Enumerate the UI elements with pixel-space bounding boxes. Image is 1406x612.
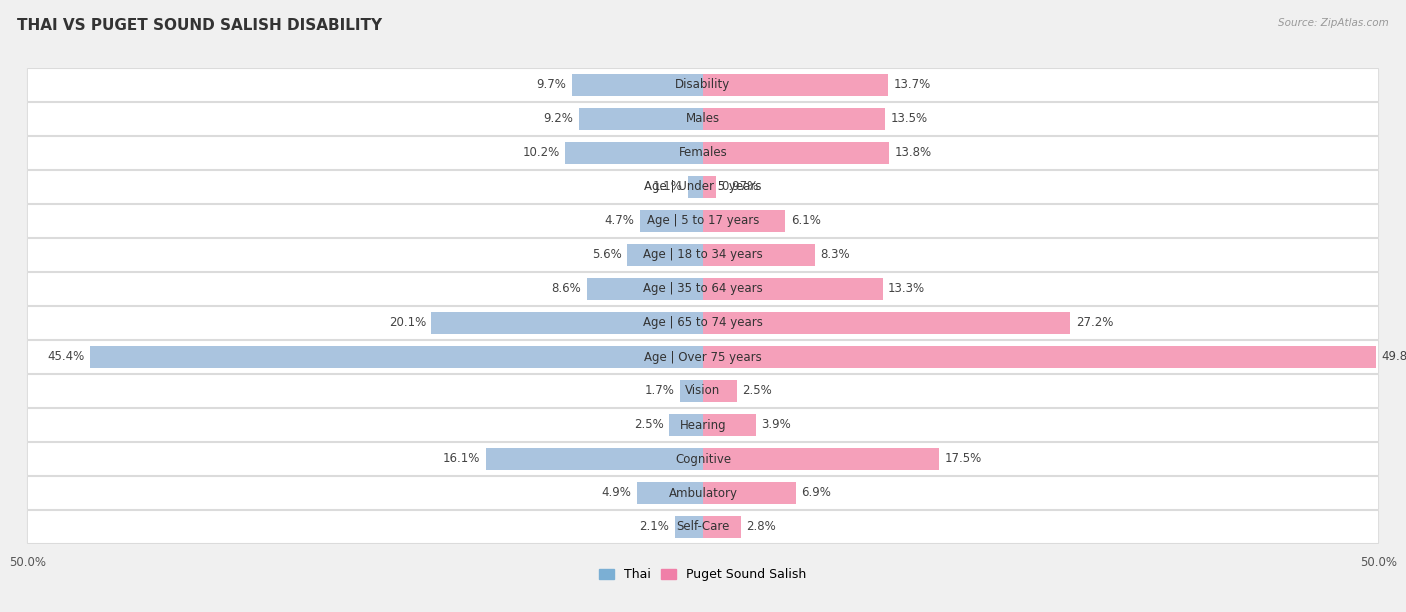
Bar [703, 176, 716, 198]
Text: 2.5%: 2.5% [634, 419, 664, 431]
Text: Source: ZipAtlas.com: Source: ZipAtlas.com [1278, 18, 1389, 28]
Text: Disability: Disability [675, 78, 731, 92]
FancyBboxPatch shape [27, 442, 1379, 476]
Text: 16.1%: 16.1% [443, 452, 479, 466]
Legend: Thai, Puget Sound Salish: Thai, Puget Sound Salish [595, 563, 811, 586]
Text: Cognitive: Cognitive [675, 452, 731, 466]
Bar [485, 449, 703, 469]
Text: Vision: Vision [685, 384, 721, 398]
Bar [703, 278, 883, 299]
FancyBboxPatch shape [27, 103, 1379, 135]
Bar [703, 346, 1375, 368]
Text: Age | Over 75 years: Age | Over 75 years [644, 351, 762, 364]
FancyBboxPatch shape [27, 510, 1379, 543]
Text: 2.5%: 2.5% [742, 384, 772, 398]
Text: Age | 65 to 74 years: Age | 65 to 74 years [643, 316, 763, 329]
Text: 13.8%: 13.8% [894, 146, 932, 160]
Bar [640, 211, 703, 231]
FancyBboxPatch shape [27, 171, 1379, 203]
Text: 45.4%: 45.4% [46, 351, 84, 364]
Text: 13.7%: 13.7% [893, 78, 931, 92]
Bar [681, 381, 703, 401]
Text: 0.97%: 0.97% [721, 181, 759, 193]
Text: 9.7%: 9.7% [537, 78, 567, 92]
FancyBboxPatch shape [27, 273, 1379, 305]
Text: Ambulatory: Ambulatory [668, 487, 738, 499]
Text: 5.6%: 5.6% [592, 248, 621, 261]
Text: 2.8%: 2.8% [747, 520, 776, 534]
Bar [637, 482, 703, 504]
Text: 27.2%: 27.2% [1076, 316, 1114, 329]
Text: 6.1%: 6.1% [790, 214, 821, 228]
FancyBboxPatch shape [27, 477, 1379, 509]
Text: 2.1%: 2.1% [640, 520, 669, 534]
Text: 1.1%: 1.1% [652, 181, 683, 193]
Bar [703, 449, 939, 469]
Bar [669, 414, 703, 436]
FancyBboxPatch shape [27, 204, 1379, 237]
Bar [627, 244, 703, 266]
Bar [703, 143, 890, 163]
Text: Age | 5 to 17 years: Age | 5 to 17 years [647, 214, 759, 228]
Text: Age | Under 5 years: Age | Under 5 years [644, 181, 762, 193]
Bar [703, 75, 889, 95]
Bar [675, 517, 703, 537]
Text: Hearing: Hearing [679, 419, 727, 431]
Bar [565, 143, 703, 163]
Text: 8.3%: 8.3% [821, 248, 851, 261]
Bar [703, 482, 796, 504]
Text: 10.2%: 10.2% [523, 146, 560, 160]
Text: 3.9%: 3.9% [761, 419, 790, 431]
Bar [703, 313, 1070, 334]
Text: 6.9%: 6.9% [801, 487, 831, 499]
Text: Age | 35 to 64 years: Age | 35 to 64 years [643, 283, 763, 296]
FancyBboxPatch shape [27, 136, 1379, 170]
Text: Males: Males [686, 113, 720, 125]
Bar [703, 211, 786, 231]
Text: Age | 18 to 34 years: Age | 18 to 34 years [643, 248, 763, 261]
Bar [703, 381, 737, 401]
Text: Females: Females [679, 146, 727, 160]
Text: 4.9%: 4.9% [602, 487, 631, 499]
Bar [579, 108, 703, 130]
FancyBboxPatch shape [27, 307, 1379, 339]
Text: Self-Care: Self-Care [676, 520, 730, 534]
Text: 8.6%: 8.6% [551, 283, 582, 296]
FancyBboxPatch shape [27, 69, 1379, 102]
Bar [703, 244, 815, 266]
Bar [572, 75, 703, 95]
Bar [586, 278, 703, 299]
Text: 17.5%: 17.5% [945, 452, 981, 466]
Bar [688, 176, 703, 198]
FancyBboxPatch shape [27, 409, 1379, 441]
Bar [703, 108, 886, 130]
Bar [703, 414, 755, 436]
Text: 13.3%: 13.3% [889, 283, 925, 296]
FancyBboxPatch shape [27, 375, 1379, 408]
Text: 9.2%: 9.2% [544, 113, 574, 125]
Text: 4.7%: 4.7% [605, 214, 634, 228]
Bar [432, 313, 703, 334]
Text: 1.7%: 1.7% [645, 384, 675, 398]
FancyBboxPatch shape [27, 341, 1379, 373]
Text: 20.1%: 20.1% [389, 316, 426, 329]
FancyBboxPatch shape [27, 239, 1379, 271]
Text: 49.8%: 49.8% [1381, 351, 1406, 364]
Text: 13.5%: 13.5% [891, 113, 928, 125]
Bar [703, 517, 741, 537]
Bar [90, 346, 703, 368]
Text: THAI VS PUGET SOUND SALISH DISABILITY: THAI VS PUGET SOUND SALISH DISABILITY [17, 18, 382, 34]
